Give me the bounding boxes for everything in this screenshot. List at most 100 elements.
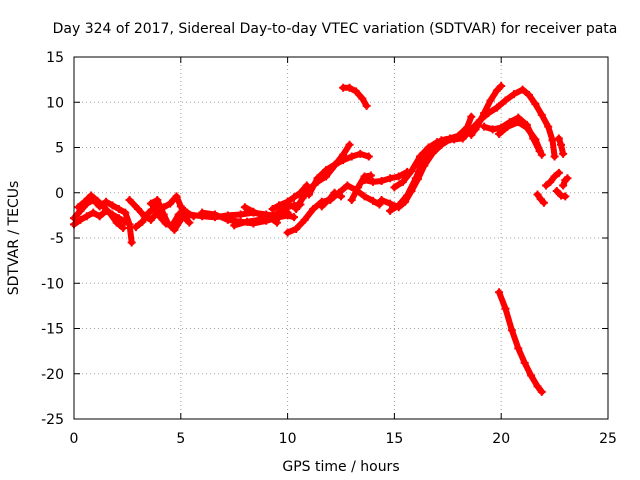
data-point [223,215,232,224]
data-series [70,81,572,396]
data-point [95,212,104,221]
data-point [138,217,147,226]
data-point [272,218,281,227]
data-point [210,210,219,219]
data-point [537,110,546,119]
series-line [496,289,545,395]
y-tick-label: 5 [55,141,64,157]
data-point [345,83,354,92]
data-point [339,156,348,165]
data-point [170,225,179,234]
y-tick-label: -25 [41,412,64,428]
data-point [313,174,322,183]
data-point [394,201,403,210]
data-point [309,205,318,214]
data-point [552,186,561,195]
series-arc-30 [495,288,546,396]
data-point [377,195,386,204]
data-point [386,199,395,208]
x-tick-label: 5 [176,431,185,447]
data-point [290,213,299,222]
data-point [507,326,516,335]
axis-ticks: 0 5 10 15 20 25 -25 -20 -15 -10 -5 0 5 10 15 [41,50,617,447]
data-point [290,193,299,202]
data-point [467,112,476,121]
data-point [501,96,510,105]
data-point [102,197,111,206]
data-point [518,85,527,94]
data-point [108,201,117,210]
series-line [75,192,127,231]
data-point [360,192,369,201]
data-point [112,218,121,227]
series-arc-26 [542,168,563,190]
data-point [163,219,172,228]
data-point [174,210,183,219]
data-point [121,217,130,226]
data-point [514,344,523,353]
data-point [283,211,292,220]
data-point [345,140,354,149]
y-tick-label: -15 [41,322,64,338]
data-point [304,190,313,199]
data-point [524,91,533,100]
data-point [99,203,108,212]
data-point [362,101,371,110]
data-point [441,136,450,145]
x-tick-label: 10 [279,431,297,447]
data-point [347,195,356,204]
data-point [159,210,168,219]
data-point [131,223,140,232]
series-arc-3 [74,191,128,233]
series-arc-16 [339,83,371,110]
data-point [300,215,309,224]
data-point [89,208,98,217]
data-point [326,194,335,203]
data-point [93,196,102,205]
data-point [298,194,307,203]
data-point [495,288,504,297]
data-point [386,206,395,215]
data-point [495,129,504,138]
data-point [480,122,489,131]
data-point [119,224,128,233]
data-point [249,207,258,216]
data-point [527,371,536,380]
data-point [497,81,506,90]
data-point [185,218,194,227]
data-point [433,138,442,147]
series-line [543,169,562,189]
data-point [398,177,407,186]
data-point [377,176,386,185]
data-point [82,212,91,221]
data-point [520,358,529,367]
data-point [351,87,360,96]
series-line [496,119,545,158]
data-point [492,86,501,95]
data-point [554,134,563,143]
data-point [146,215,155,224]
data-point [74,203,83,212]
data-point [531,100,540,109]
y-tick-label: 15 [46,50,64,66]
data-point [386,174,395,183]
series-line [387,113,475,214]
data-point [172,192,181,201]
data-point [486,96,495,105]
data-point [144,208,153,217]
data-point [501,304,510,313]
data-point [488,125,497,134]
series-arc-24 [495,118,546,159]
data-point [176,215,185,224]
data-point [125,195,134,204]
data-point [546,177,555,186]
data-point [548,136,557,145]
series-arc-27 [552,186,570,201]
data-point [268,205,277,214]
data-point [317,202,326,211]
data-point [394,172,403,181]
data-point [539,198,548,207]
data-point [166,199,175,208]
data-point [87,191,96,200]
